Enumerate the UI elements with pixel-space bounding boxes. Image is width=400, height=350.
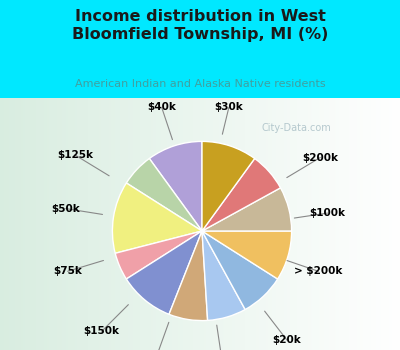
Text: > $200k: > $200k — [294, 266, 343, 276]
Text: $200k: $200k — [302, 153, 338, 162]
Text: $100k: $100k — [310, 208, 346, 218]
Wedge shape — [149, 141, 202, 231]
Text: American Indian and Alaska Native residents: American Indian and Alaska Native reside… — [75, 79, 325, 89]
Text: $150k: $150k — [84, 326, 120, 336]
Text: $125k: $125k — [57, 150, 93, 160]
Wedge shape — [126, 231, 202, 314]
Text: $20k: $20k — [273, 335, 302, 345]
Wedge shape — [202, 231, 292, 279]
Text: $75k: $75k — [53, 266, 82, 276]
Text: $40k: $40k — [147, 102, 176, 112]
Wedge shape — [126, 159, 202, 231]
Wedge shape — [202, 231, 245, 320]
Wedge shape — [202, 231, 278, 309]
Text: City-Data.com: City-Data.com — [261, 123, 331, 133]
Wedge shape — [202, 159, 280, 231]
Text: $30k: $30k — [214, 102, 243, 112]
Wedge shape — [112, 183, 202, 253]
Wedge shape — [202, 141, 255, 231]
Wedge shape — [202, 188, 292, 231]
Wedge shape — [115, 231, 202, 279]
Wedge shape — [169, 231, 208, 321]
Text: $50k: $50k — [52, 204, 80, 214]
Text: Income distribution in West
Bloomfield Township, MI (%): Income distribution in West Bloomfield T… — [72, 9, 328, 42]
